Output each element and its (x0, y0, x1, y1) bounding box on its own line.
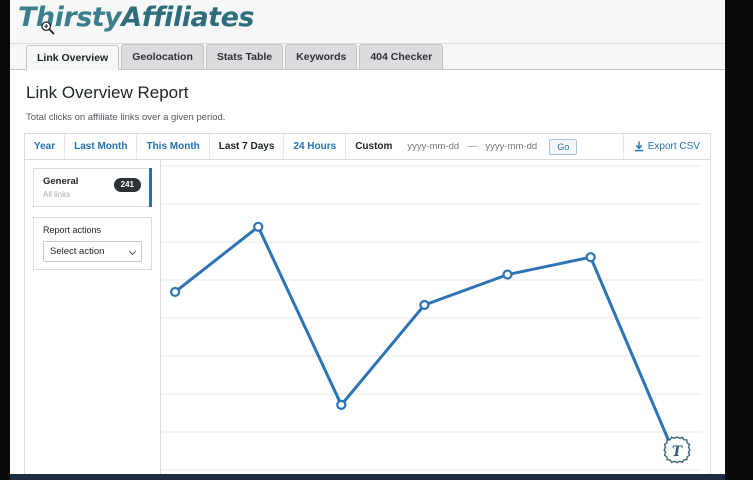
thirstyaffiliates-logo: ThirstyAffiliates (18, 2, 254, 33)
tab-keywords[interactable]: Keywords (285, 44, 358, 69)
report-actions-label: Report actions (43, 225, 102, 236)
chart-point[interactable] (419, 299, 430, 311)
report-actions-select[interactable]: Select action (43, 241, 142, 263)
download-icon (634, 141, 643, 152)
chart-point[interactable] (336, 399, 347, 411)
chart-point[interactable] (169, 286, 181, 298)
toolbar-spacer (577, 134, 624, 160)
go-button[interactable]: Go (549, 138, 578, 155)
bottom-strip (10, 474, 725, 480)
chart-series-line (173, 225, 676, 455)
watermark-letter: T (672, 444, 683, 460)
tab-404-checker[interactable]: 404 Checker (359, 44, 444, 69)
export-csv-label: Export CSV (647, 141, 700, 153)
chevron-down-icon (128, 247, 137, 255)
sidebar-item-general-subtitle: All links (43, 190, 71, 200)
date-range-toolbar: Year Last Month This Month Last 7 Days 2… (24, 133, 711, 160)
chart-svg (161, 165, 702, 471)
link-count-badge: 241 (113, 178, 141, 192)
clicks-line-chart[interactable]: T (161, 160, 710, 474)
tab-bar: Link Overview Geolocation Stats Table Keywo… (10, 44, 725, 70)
chart-point[interactable] (502, 269, 513, 280)
page-subtitle: Total clicks on affiliate links over a g… (26, 112, 226, 124)
report-body: General All links 241 Report actions Sel… (24, 159, 711, 474)
export-csv-button[interactable]: Export CSV (624, 134, 710, 159)
date-from-input[interactable] (407, 141, 466, 153)
date-to-input[interactable] (485, 141, 544, 153)
thirstyaffiliates-gear-watermark: T (663, 436, 691, 464)
admin-page: ThirstyAffiliates Link Overview Geolocati… (10, 0, 725, 474)
page-title: Link Overview Report (26, 83, 189, 102)
filter-24-hours[interactable]: 24 Hours (284, 134, 347, 160)
page-heading-block: Link Overview Report Total clicks on aff… (10, 70, 725, 134)
filter-last-7-days[interactable]: Last 7 Days (209, 134, 285, 160)
app-header: ThirstyAffiliates (10, 0, 725, 44)
filter-this-month[interactable]: This Month (137, 134, 210, 160)
logo-text-affiliates: Affiliates (121, 2, 254, 33)
date-range-separator: — (467, 141, 478, 153)
report-actions-card: Report actions Select action (33, 217, 152, 271)
report-sidebar: General All links 241 Report actions Sel… (25, 160, 161, 474)
chart-point[interactable] (253, 221, 264, 232)
filter-last-month[interactable]: Last Month (65, 134, 138, 160)
logo-text-thirsty: Thirsty (18, 2, 122, 33)
sidebar-item-general[interactable]: General All links 241 (33, 168, 152, 208)
tab-link-overview[interactable]: Link Overview (26, 45, 120, 70)
tab-stats-table[interactable]: Stats Table (205, 44, 284, 69)
magnifier-cursor-icon (41, 21, 55, 35)
sidebar-item-general-title: General (43, 176, 79, 188)
report-actions-selected-value: Select action (50, 246, 105, 258)
chart-data-markers (169, 221, 679, 458)
filter-custom-label: Custom (355, 141, 393, 153)
tab-geolocation[interactable]: Geolocation (121, 44, 204, 69)
chart-gridlines (161, 165, 702, 471)
filter-year[interactable]: Year (25, 134, 66, 160)
chart-point[interactable] (585, 252, 596, 263)
